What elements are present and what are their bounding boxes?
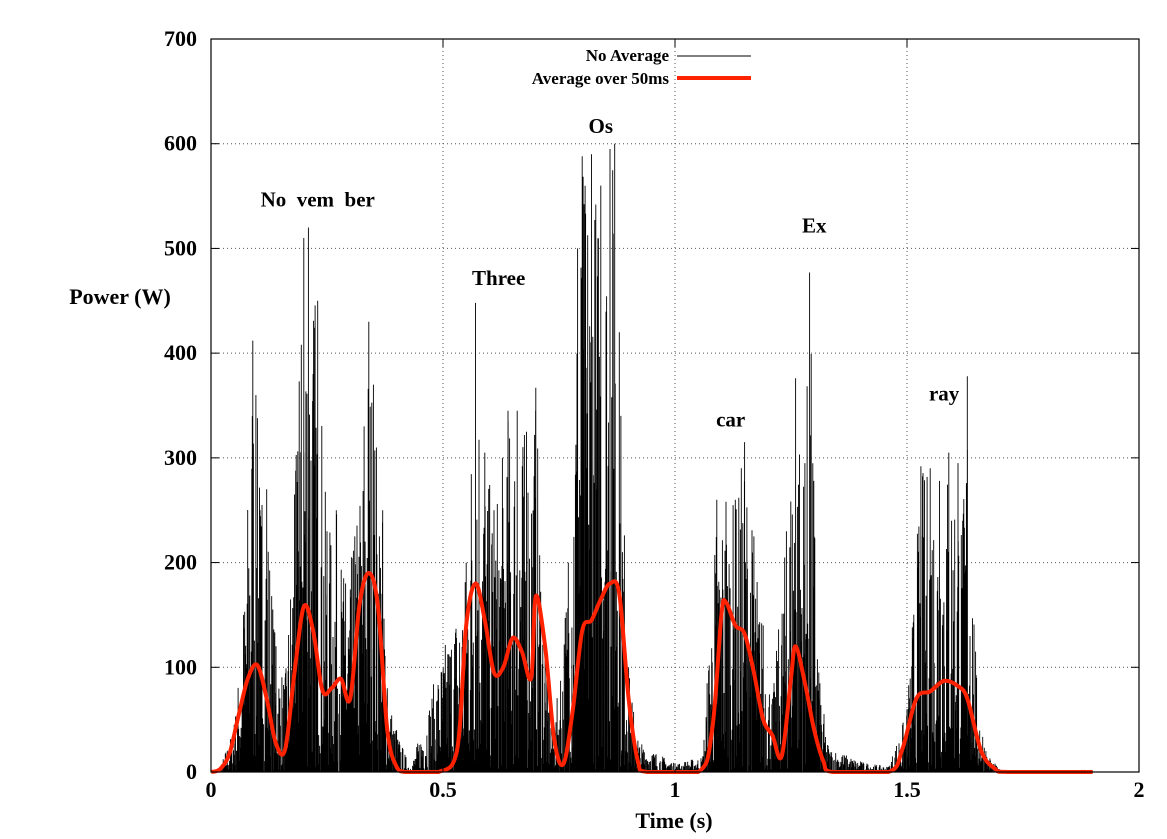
y-tick-label: 500 bbox=[164, 235, 197, 260]
y-tick-label: 600 bbox=[164, 131, 197, 156]
y-tick-label: 0 bbox=[186, 759, 197, 784]
legend-label-average: Average over 50ms bbox=[532, 69, 670, 88]
x-tick-label: 2 bbox=[1134, 777, 1145, 802]
x-axis-label: Time (s) bbox=[635, 808, 712, 833]
syllable-label: No vem ber bbox=[261, 188, 375, 212]
average-curve bbox=[210, 571, 1093, 775]
x-tick-label: 0.5 bbox=[429, 777, 457, 802]
x-tick-label: 0 bbox=[206, 777, 217, 802]
x-tick-label: 1 bbox=[670, 777, 681, 802]
average-series bbox=[210, 571, 1093, 775]
y-axis-label: Power (W) bbox=[69, 284, 171, 309]
syllable-label: Ex bbox=[802, 214, 827, 238]
y-tick-label: 100 bbox=[164, 654, 197, 679]
y-tick-label: 200 bbox=[164, 550, 197, 575]
syllable-label: ray bbox=[929, 381, 960, 405]
syllable-label: car bbox=[716, 407, 745, 431]
grid-lines bbox=[211, 39, 1139, 772]
y-tick-label: 300 bbox=[164, 445, 197, 470]
axis-ticks: 0 100 200 300 400 500 600 700 0 0.5 1 1.5 2 bbox=[164, 26, 1145, 802]
x-tick-label: 1.5 bbox=[893, 777, 921, 802]
legend: No Average Average over 50ms bbox=[532, 46, 751, 88]
syllable-annotations: No vem ber Three Os car Ex ray bbox=[261, 114, 960, 431]
y-tick-label: 400 bbox=[164, 340, 197, 365]
y-tick-label: 700 bbox=[164, 26, 197, 51]
syllable-label: Three bbox=[472, 266, 525, 290]
legend-label-no-average: No Average bbox=[586, 46, 670, 65]
syllable-label: Os bbox=[589, 114, 614, 138]
